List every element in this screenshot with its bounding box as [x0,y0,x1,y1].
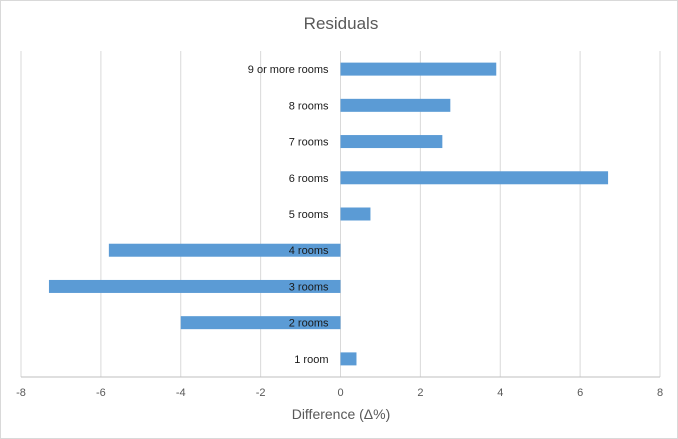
bars [48,62,609,366]
x-tick-label: 6 [577,387,583,399]
category-label: 7 rooms [289,137,329,149]
bar [180,316,341,330]
category-label: 4 rooms [289,245,329,257]
x-tick-label: -2 [256,387,266,399]
x-tick-label: 4 [497,387,503,399]
x-tick-labels: -8 -6 -4 -2 0 2 4 6 8 [16,387,663,399]
x-tick-label: -8 [16,387,26,399]
category-label: 3 rooms [289,281,329,293]
bar [340,352,357,366]
bar [340,207,371,221]
bar [340,62,497,76]
x-tick-label: 2 [417,387,423,399]
category-label: 9 or more rooms [248,64,329,76]
x-tick-label: 8 [657,387,663,399]
x-tick-label: -4 [176,387,186,399]
category-label: 1 room [294,354,328,366]
category-labels: 1 room 2 rooms 3 rooms 4 rooms 5 rooms 6 room… [248,64,329,366]
bar [340,171,609,185]
bar [340,98,451,112]
category-label: 2 rooms [289,318,329,330]
x-axis-label: Difference (Δ%) [292,406,391,422]
category-label: 8 rooms [289,100,329,112]
category-label: 6 rooms [289,173,329,185]
bar [48,279,341,293]
bar [108,243,341,257]
x-tick-label: -6 [96,387,106,399]
x-tick-label: 0 [337,387,343,399]
chart-title: Residuals [304,14,379,33]
category-label: 5 rooms [289,209,329,221]
bar [340,135,443,149]
